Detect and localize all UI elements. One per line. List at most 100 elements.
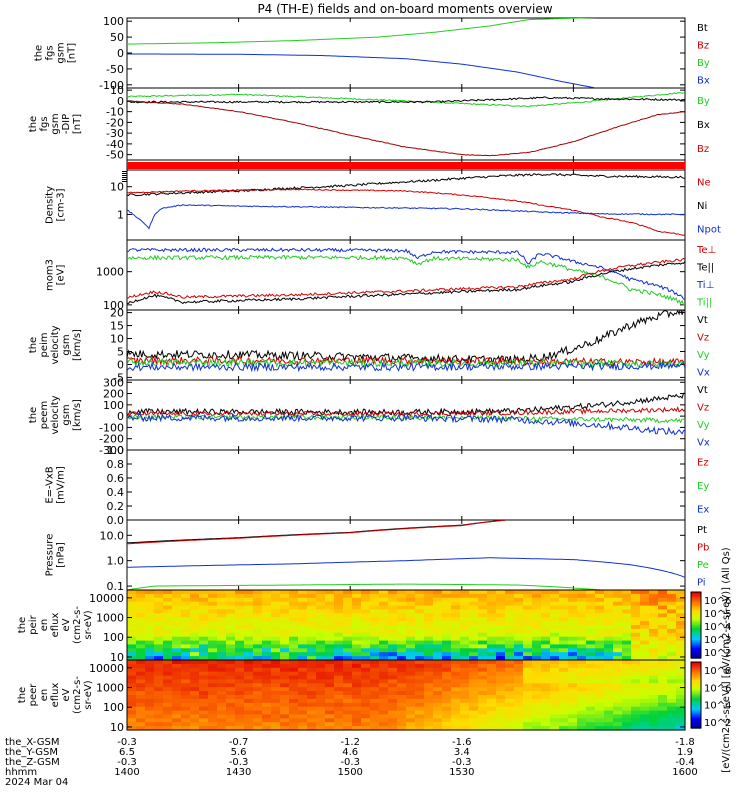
spectrogram-cell: [460, 691, 470, 696]
spectrogram-cell: [487, 613, 497, 618]
spectrogram-cell: [631, 590, 641, 595]
xaxis-tick-value: 1430: [226, 767, 251, 778]
spectrogram-cell: [424, 718, 434, 723]
spectrogram-cell: [568, 714, 578, 719]
spectrogram-cell: [559, 718, 569, 723]
spectrogram-cell: [163, 683, 173, 688]
spectrogram-cell: [154, 714, 164, 719]
spectrogram-cell: [316, 644, 326, 649]
series-line-Ti⊥: [127, 247, 685, 300]
spectrogram-cell: [154, 691, 164, 696]
spectrogram-cell: [343, 675, 353, 681]
spectrogram-cell: [190, 683, 200, 688]
spectrogram-cell: [442, 644, 452, 649]
spectrogram-cell: [334, 667, 344, 673]
spectrogram-cell: [271, 648, 281, 653]
spectrogram-cell: [289, 621, 299, 626]
spectrogram-cell: [595, 667, 605, 673]
spectrogram-cell: [307, 660, 317, 665]
spectrogram-cell: [559, 590, 569, 595]
spectrogram-cell: [325, 691, 335, 696]
spectrogram-cell: [217, 718, 227, 723]
spectrogram-cell: [523, 625, 533, 630]
spectrogram-cell: [208, 613, 218, 618]
spectrogram-cell: [226, 652, 236, 657]
spectrogram-cell: [145, 695, 155, 700]
series-line-Npot: [127, 204, 685, 230]
spectrogram-cell: [343, 706, 353, 712]
spectrogram-cell: [658, 632, 668, 638]
spectrogram-cell: [298, 687, 308, 692]
spectrogram-cell: [379, 726, 389, 731]
spectrogram-cell: [442, 636, 452, 642]
spectrogram-cell: [127, 695, 137, 700]
spectrogram-cell: [451, 632, 461, 638]
spectrogram-cell: [163, 644, 173, 649]
spectrogram-cell: [532, 722, 542, 727]
spectrogram-cell: [136, 706, 146, 712]
spectrogram-cell: [379, 597, 389, 603]
spectrogram-cell: [523, 722, 533, 727]
colorbar-frame: [690, 661, 702, 729]
spectrogram-cell: [172, 593, 182, 599]
spectrogram-cell: [406, 698, 416, 704]
spectrogram-cell: [397, 593, 407, 599]
spectrogram-cell: [199, 695, 209, 700]
spectrogram-cell: [433, 667, 443, 673]
spectrogram-cell: [613, 593, 623, 599]
colorbar-cell: [691, 678, 701, 681]
y-axis-label-line: the: [28, 337, 39, 353]
spectrogram-cell: [343, 632, 353, 638]
spectrogram-cell: [343, 597, 353, 603]
spectrogram-cell: [622, 722, 632, 727]
y-axis-label: Density[cm-3]: [45, 186, 67, 224]
spectrogram-cell: [334, 644, 344, 649]
spectrogram-cell: [217, 722, 227, 727]
spectrogram-cell: [136, 679, 146, 684]
spectrogram-cell: [262, 660, 272, 665]
spectrogram-cell: [613, 617, 623, 622]
spectrogram-cell: [226, 718, 236, 723]
spectrogram-cell: [154, 625, 164, 630]
spectrogram-cell: [262, 625, 272, 630]
spectrogram-cell: [172, 667, 182, 673]
spectrogram-cell: [325, 644, 335, 649]
spectrogram-cell: [397, 656, 407, 661]
spectrogram-cell: [388, 726, 398, 731]
spectrogram-cell: [523, 667, 533, 673]
spectrogram-cell: [298, 656, 308, 661]
spectrogram-cell: [316, 656, 326, 661]
spectrogram-cell: [676, 652, 686, 657]
spectrogram-cell: [136, 722, 146, 727]
spectrogram-cell: [649, 663, 659, 669]
spectrogram-cell: [307, 605, 317, 611]
spectrogram-cell: [667, 640, 677, 646]
spectrogram-cell: [145, 621, 155, 626]
spectrogram-cell: [451, 617, 461, 622]
spectrogram-cell: [514, 722, 524, 727]
spectrogram-cell: [208, 695, 218, 700]
spectrogram-cell: [532, 617, 542, 622]
spectrogram-cell: [307, 652, 317, 657]
spectrogram-cell: [667, 593, 677, 599]
spectrogram-cell: [586, 722, 596, 727]
spectrogram-cell: [325, 597, 335, 603]
spectrogram-cell: [127, 710, 137, 716]
colorbar-cell: [691, 631, 701, 634]
spectrogram-cell: [568, 698, 578, 704]
spectrogram-cell: [325, 675, 335, 681]
spectrogram-cell: [523, 590, 533, 595]
spectrogram-cell: [568, 621, 578, 626]
spectrogram-cell: [568, 652, 578, 657]
spectrogram-cell: [262, 605, 272, 611]
spectrogram-cell: [451, 683, 461, 688]
spectrogram-cell: [343, 667, 353, 673]
spectrogram-cell: [334, 660, 344, 665]
spectrogram-cell: [658, 706, 668, 712]
spectrogram-cell: [208, 628, 218, 634]
spectrogram-cell: [316, 640, 326, 646]
spectrogram-cell: [487, 671, 497, 677]
spectrogram-cell: [523, 628, 533, 634]
spectrogram-cell: [568, 617, 578, 622]
spectrogram-cell: [361, 683, 371, 688]
